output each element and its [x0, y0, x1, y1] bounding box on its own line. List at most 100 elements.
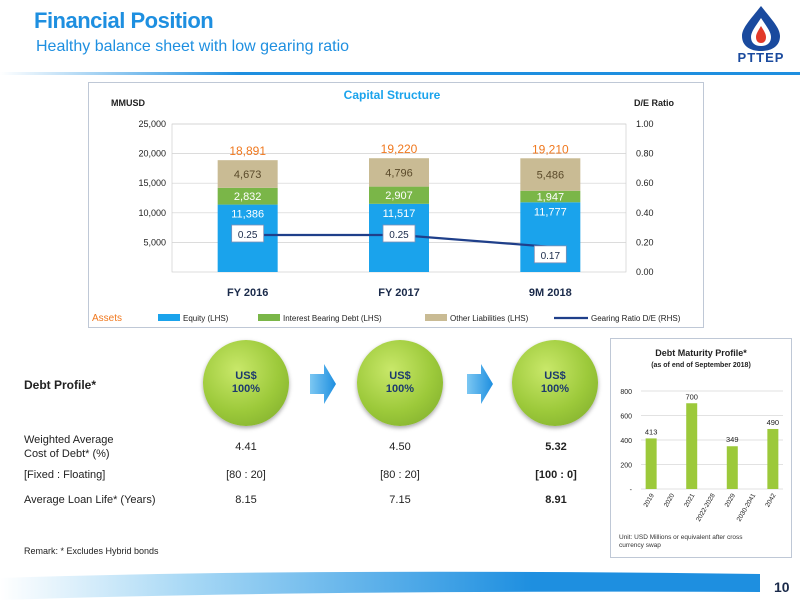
currency-circle-fy2017: US$ 100% — [357, 340, 443, 426]
x-tick-label: 2021 — [683, 492, 696, 508]
bar-value-label: 4,796 — [385, 167, 413, 179]
legend-swatch — [158, 314, 180, 321]
x-tick-label: 2029 — [724, 492, 737, 508]
flame-logo-icon — [742, 6, 780, 51]
circle-percent: 100% — [540, 383, 570, 395]
x-tick-label: 9M 2018 — [529, 287, 572, 299]
logo-text: PTTEP — [737, 50, 785, 65]
y-right-tick-label: 0.40 — [636, 208, 654, 218]
bar-value-label: 4,673 — [234, 169, 262, 181]
y-tick-label: 5,000 — [143, 237, 166, 247]
fixed-floating-label: [Fixed : Floating] — [24, 469, 106, 481]
x-tick-label: 2030-2041 — [736, 492, 758, 523]
y-tick-label: 10,000 — [138, 208, 166, 218]
maturity-note: Unit: USD Millions or equivalent after c… — [619, 534, 743, 549]
cost-of-debt-label-line1: Weighted Average — [24, 434, 114, 446]
bar-segment — [369, 158, 429, 187]
maturity-value-label: 490 — [767, 418, 780, 427]
bar-segment — [520, 158, 581, 191]
fixed-floating-9m2018: [100 : 0] — [535, 469, 577, 481]
fixed-floating-fy2017: [80 : 20] — [380, 469, 420, 481]
y-tick-label: 20,000 — [138, 149, 166, 159]
gearing-ratio-label-box — [382, 224, 416, 243]
page-number: 10 — [774, 579, 790, 595]
arrow-right-icon — [310, 364, 336, 404]
bar-total-label: 19,210 — [532, 142, 569, 156]
currency-circle-fy2016: US$ 100% — [203, 340, 289, 426]
y-right-tick-label: 1.00 — [636, 119, 654, 129]
legend-label: Interest Bearing Debt (LHS) — [283, 314, 382, 323]
circle-percent: 100% — [385, 383, 415, 395]
x-tick-label: 2019 — [643, 492, 656, 508]
y-right-tick-label: 0.80 — [636, 149, 654, 159]
capital-structure-chart: Capital Structure MMUSD D/E Ratio 5,000 1… — [92, 88, 681, 324]
x-tick-label: FY 2017 — [378, 287, 419, 299]
y-tick-label: 400 — [620, 438, 632, 445]
debt-maturity-panel: Debt Maturity Profile* (as of end of Sep… — [610, 338, 792, 558]
maturity-bar — [767, 428, 779, 489]
gearing-ratio-label-box — [533, 245, 567, 264]
x-tick-label: 2020 — [663, 492, 676, 508]
circle-currency: US$ — [235, 370, 257, 382]
legend-swatch — [425, 314, 447, 321]
cost-of-debt-fy2016: 4.41 — [235, 441, 257, 453]
y-tick-label: 200 — [620, 463, 632, 470]
maturity-value-label: 413 — [645, 427, 658, 436]
footer-band — [0, 571, 760, 600]
currency-circle-9m2018: US$ 100% — [512, 340, 598, 426]
debt-profile-heading: Debt Profile* — [24, 378, 97, 392]
page-subtitle: Healthy balance sheet with low gearing r… — [36, 38, 350, 55]
arrow-right-icon — [467, 364, 493, 404]
bar-value-label: 11,777 — [534, 206, 567, 218]
loan-life-fy2017: 7.15 — [389, 494, 411, 506]
company-logo: PTTEP — [728, 4, 794, 66]
y-axis-left-label: MMUSD — [111, 98, 145, 108]
bar-total-label: 18,891 — [229, 144, 266, 158]
maturity-value-label: 700 — [685, 392, 698, 401]
y-axis-right-label: D/E Ratio — [634, 98, 675, 108]
gearing-ratio-label-box — [231, 224, 265, 243]
bar-segment — [217, 187, 278, 205]
circle-currency: US$ — [389, 370, 411, 382]
y-tick-label: 15,000 — [138, 178, 166, 188]
loan-life-9m2018: 8.91 — [545, 494, 567, 506]
bar-segment — [217, 160, 278, 188]
maturity-bar — [686, 403, 698, 489]
cost-of-debt-label: Weighted Average Cost of Debt* (%) — [24, 433, 114, 461]
legend-label: Equity (LHS) — [183, 314, 229, 323]
header-rule — [0, 72, 800, 75]
bar-value-label: 11,386 — [231, 209, 264, 221]
circle-percent: 100% — [231, 383, 261, 395]
y-right-tick-label: 0.20 — [636, 237, 654, 247]
maturity-subtitle: (as of end of September 2018) — [651, 362, 751, 369]
legend-label: Other Liabilities (LHS) — [450, 314, 529, 323]
legend-swatch — [258, 314, 280, 321]
loan-life-label: Average Loan Life* (Years) — [24, 494, 156, 506]
bar-value-label: 2,832 — [234, 191, 262, 203]
maturity-bar — [645, 438, 657, 489]
x-tick-label: FY 2016 — [227, 287, 268, 299]
cost-of-debt-fy2017: 4.50 — [389, 441, 411, 453]
bar-value-label: 5,486 — [537, 170, 565, 182]
gearing-ratio-label: 0.25 — [389, 230, 409, 241]
cost-of-debt-9m2018: 5.32 — [545, 441, 567, 453]
fixed-floating-fy2016: [80 : 20] — [226, 469, 266, 481]
gearing-ratio-label: 0.25 — [238, 230, 258, 241]
maturity-value-label: 349 — [726, 435, 739, 444]
debt-maturity-chart: Debt Maturity Profile* (as of end of Sep… — [619, 348, 783, 549]
y-right-tick-label: 0.00 — [636, 267, 654, 277]
legend-label: Gearing Ratio D/E (RHS) — [591, 314, 681, 323]
y-tick-label: 25,000 — [138, 119, 166, 129]
remark-note: Remark: * Excludes Hybrid bonds — [24, 546, 159, 556]
bar-segment — [369, 186, 429, 204]
chart-title: Capital Structure — [344, 88, 441, 102]
bar-value-label: 2,907 — [385, 190, 413, 202]
x-tick-label: 2042 — [764, 492, 777, 508]
bar-total-label: 19,220 — [381, 142, 418, 156]
x-tick-label: 2022-2028 — [695, 492, 717, 523]
y-tick-label: 600 — [620, 414, 632, 421]
page-title: Financial Position — [34, 8, 214, 33]
gearing-ratio-label: 0.17 — [541, 251, 561, 262]
bar-value-label: 11,517 — [383, 208, 416, 220]
y-tick-label: - — [630, 487, 633, 494]
